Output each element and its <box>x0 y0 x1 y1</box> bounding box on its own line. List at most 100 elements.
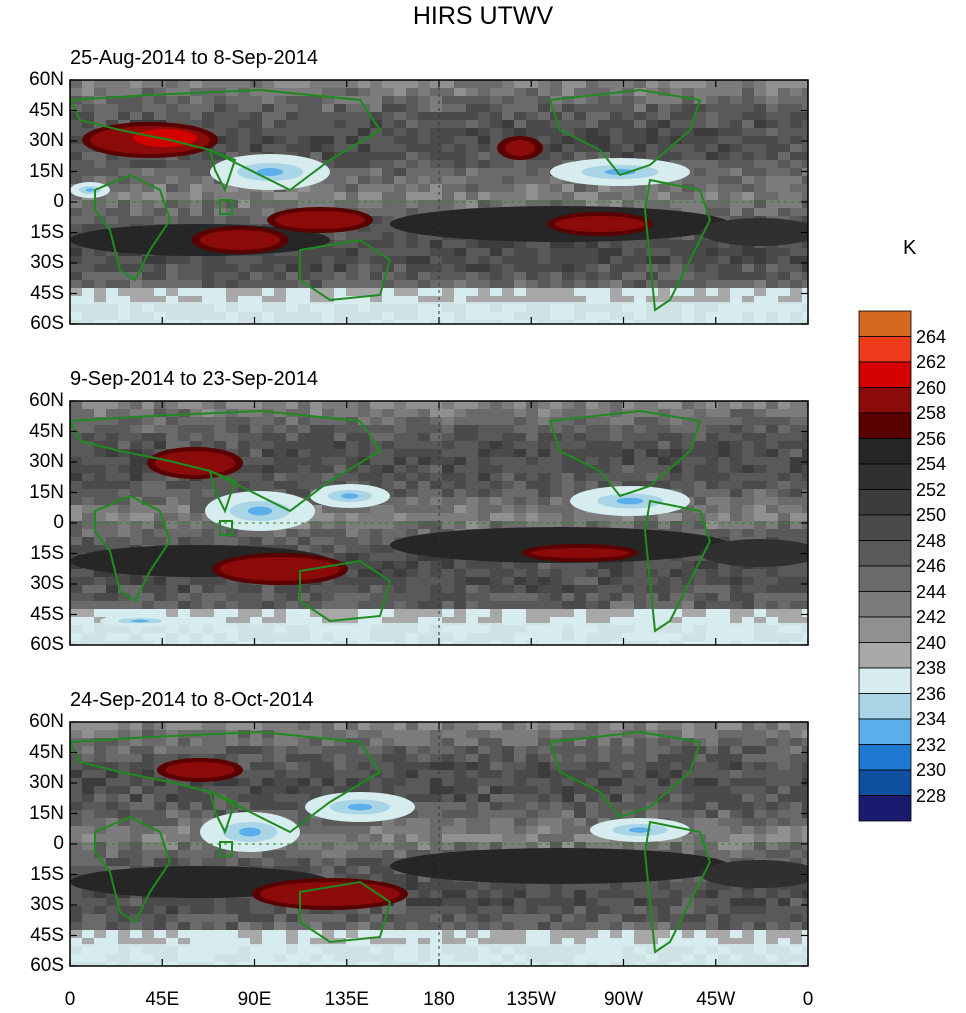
field-cell <box>190 505 203 514</box>
field-cell <box>262 609 275 618</box>
field-cell <box>730 272 743 281</box>
field-cell <box>598 722 611 731</box>
field-cell <box>334 513 347 522</box>
field-cell <box>238 601 251 610</box>
field-cell <box>718 617 731 626</box>
field-cell <box>382 553 395 562</box>
field-cell <box>478 577 491 586</box>
field-cell <box>358 128 371 137</box>
field-cell <box>154 272 167 281</box>
field-cell <box>370 553 383 562</box>
field-cell <box>730 569 743 578</box>
field-cell <box>250 136 263 145</box>
field-cell <box>118 288 131 297</box>
field-cell <box>754 457 767 466</box>
field-cell <box>526 521 539 530</box>
field-cell <box>238 738 251 747</box>
field-cell <box>706 561 719 570</box>
field-cell <box>310 746 323 755</box>
field-cell <box>550 264 563 273</box>
field-cell <box>802 144 808 153</box>
field-cell <box>346 818 359 827</box>
field-cell <box>346 192 359 201</box>
field-cell <box>682 521 695 530</box>
field-cell <box>586 577 599 586</box>
field-cell <box>778 296 791 305</box>
field-cell <box>142 208 155 217</box>
field-cell <box>718 481 731 490</box>
field-cell <box>478 441 491 450</box>
field-cell <box>598 778 611 787</box>
field-cell <box>790 577 803 586</box>
field-cell <box>670 96 683 105</box>
field-cell <box>142 449 155 458</box>
field-cell <box>418 730 431 739</box>
field-cell <box>766 288 779 297</box>
field-cell <box>370 425 383 434</box>
field-cell <box>106 794 119 803</box>
field-cell <box>202 722 215 731</box>
field-cell <box>538 762 551 771</box>
field-cell <box>658 409 671 418</box>
field-cell <box>706 473 719 482</box>
field-cell <box>202 593 215 602</box>
field-cell <box>190 176 203 185</box>
field-cell <box>478 280 491 289</box>
field-cell <box>82 417 95 426</box>
field-cell <box>754 465 767 474</box>
field-cell <box>82 842 95 851</box>
field-cell <box>214 184 227 193</box>
field-cell <box>262 200 275 209</box>
field-cell <box>106 449 119 458</box>
field-cell <box>250 280 263 289</box>
field-cell <box>394 730 407 739</box>
field-cell <box>106 112 119 121</box>
field-cell <box>430 80 443 89</box>
field-cell <box>382 577 395 586</box>
field-cell <box>550 513 563 522</box>
field-cell <box>406 152 419 161</box>
field-cell <box>562 152 575 161</box>
field-cell <box>322 288 335 297</box>
field-cell <box>214 473 227 482</box>
field-cell <box>346 505 359 514</box>
field-cell <box>394 280 407 289</box>
field-cell <box>178 513 191 522</box>
field-cell <box>502 738 515 747</box>
field-cell <box>682 722 695 731</box>
field-cell <box>346 264 359 273</box>
field-cell <box>490 786 503 795</box>
field-cell <box>94 208 107 217</box>
field-cell <box>202 481 215 490</box>
field-cell <box>514 417 527 426</box>
field-cell <box>394 842 407 851</box>
field-cell <box>754 770 767 779</box>
field-cell <box>658 770 671 779</box>
field-cell <box>394 497 407 506</box>
field-cell <box>466 465 479 474</box>
field-cell <box>142 601 155 610</box>
field-cell <box>94 457 107 466</box>
field-cell <box>586 794 599 803</box>
field-cell <box>466 176 479 185</box>
field-cell <box>586 481 599 490</box>
coastline <box>94 494 172 603</box>
field-cell <box>142 465 155 474</box>
field-cell <box>214 537 227 546</box>
field-cell <box>286 545 299 554</box>
field-cell <box>82 577 95 586</box>
field-cell <box>646 738 659 747</box>
field-cell <box>646 152 659 161</box>
field-cell <box>286 842 299 851</box>
field-cell <box>130 208 143 217</box>
field-cell <box>106 489 119 498</box>
field-cell <box>514 264 527 273</box>
field-cell <box>514 585 527 594</box>
field-cell <box>130 585 143 594</box>
field-cell <box>106 409 119 418</box>
field-cell <box>274 457 287 466</box>
field-cell <box>550 296 563 305</box>
field-cell <box>346 465 359 474</box>
field-cell <box>682 433 695 442</box>
field-cell <box>658 280 671 289</box>
